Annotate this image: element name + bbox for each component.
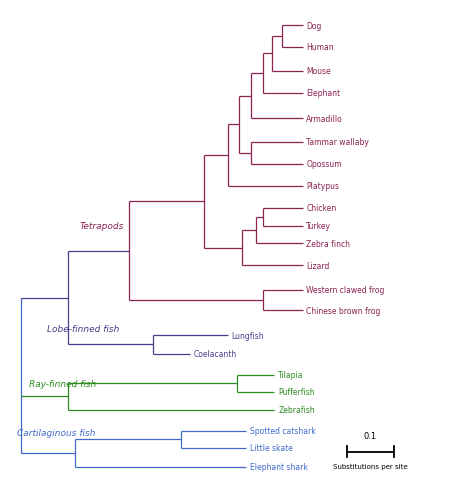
Text: Zebrafish: Zebrafish xyxy=(278,405,315,414)
Text: Ray-finned fish: Ray-finned fish xyxy=(28,379,96,388)
Text: Elephant shark: Elephant shark xyxy=(250,462,308,471)
Text: Spotted catshark: Spotted catshark xyxy=(250,426,316,435)
Text: Elephant: Elephant xyxy=(306,89,340,98)
Text: Coelacanth: Coelacanth xyxy=(194,349,237,359)
Text: Lobe-finned fish: Lobe-finned fish xyxy=(47,324,119,333)
Text: Lungfish: Lungfish xyxy=(231,331,264,340)
Text: Lizard: Lizard xyxy=(306,261,330,270)
Text: Armadillo: Armadillo xyxy=(306,115,343,123)
Text: Turkey: Turkey xyxy=(306,222,331,230)
Text: Substitutions per site: Substitutions per site xyxy=(333,463,408,469)
Text: Zebra finch: Zebra finch xyxy=(306,239,350,248)
Text: Human: Human xyxy=(306,43,334,52)
Text: Little skate: Little skate xyxy=(250,444,293,453)
Text: Tilapia: Tilapia xyxy=(278,371,304,379)
Text: Tammar wallaby: Tammar wallaby xyxy=(306,138,369,147)
Text: Western clawed frog: Western clawed frog xyxy=(306,286,385,295)
Text: Tetrapods: Tetrapods xyxy=(80,222,125,230)
Text: Cartilaginous fish: Cartilaginous fish xyxy=(17,429,95,438)
Text: Platypus: Platypus xyxy=(306,182,339,191)
Text: Pufferfish: Pufferfish xyxy=(278,388,315,396)
Text: Mouse: Mouse xyxy=(306,67,331,76)
Text: Dog: Dog xyxy=(306,22,322,31)
Text: Chicken: Chicken xyxy=(306,204,337,213)
Text: Opossum: Opossum xyxy=(306,160,342,168)
Text: Chinese brown frog: Chinese brown frog xyxy=(306,306,381,315)
Text: 0.1: 0.1 xyxy=(364,431,377,440)
